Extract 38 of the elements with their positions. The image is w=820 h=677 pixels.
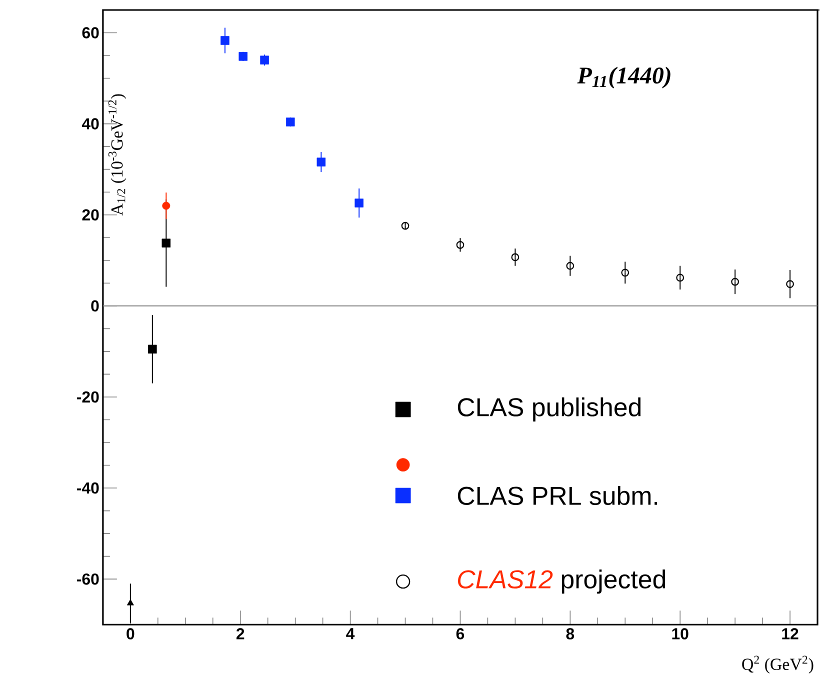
y-axis-title: A$_{1/2}$ (10$^{-3}$GeV$^{-1/2}$) <box>108 94 126 216</box>
point <box>456 241 464 249</box>
point <box>162 238 171 248</box>
point <box>676 274 684 282</box>
y-tick-label: -60 <box>77 574 99 585</box>
point <box>126 599 134 606</box>
point <box>316 158 326 167</box>
point <box>148 344 157 354</box>
point <box>260 56 269 65</box>
x-tick-label: 2 <box>236 628 244 640</box>
point <box>401 222 410 230</box>
x-tick-label: 10 <box>672 628 688 640</box>
y-tick-label: 0 <box>91 300 99 312</box>
x-tick-label: 12 <box>782 628 798 640</box>
point <box>511 253 520 262</box>
point <box>566 262 574 270</box>
y-tick-label: 20 <box>82 209 99 221</box>
legend-label: CLAS published <box>458 398 641 422</box>
point <box>731 278 739 286</box>
x-tick-label: 6 <box>456 628 464 640</box>
y-tick-label: 60 <box>82 27 99 38</box>
text: P$_{11}$(1440) <box>577 66 670 89</box>
point <box>621 268 630 277</box>
legend-label: CLAS12 projected <box>458 570 666 594</box>
x-tick-label: 4 <box>346 628 355 640</box>
point <box>786 280 794 288</box>
y-tick-label: 40 <box>82 118 99 130</box>
y-tick-label: -20 <box>77 391 99 403</box>
point <box>286 118 295 126</box>
legend-label: CLAS PRL subm. <box>458 486 658 506</box>
point <box>220 36 230 45</box>
point <box>238 52 248 61</box>
x-axis-title: Q$^{2}$ (GeV$^{2}$) <box>742 656 814 674</box>
y-tick-label: -40 <box>77 482 99 494</box>
point <box>162 202 170 210</box>
point <box>354 198 364 208</box>
x-tick-label: 0 <box>126 628 134 640</box>
x-tick-label: 8 <box>566 628 574 640</box>
